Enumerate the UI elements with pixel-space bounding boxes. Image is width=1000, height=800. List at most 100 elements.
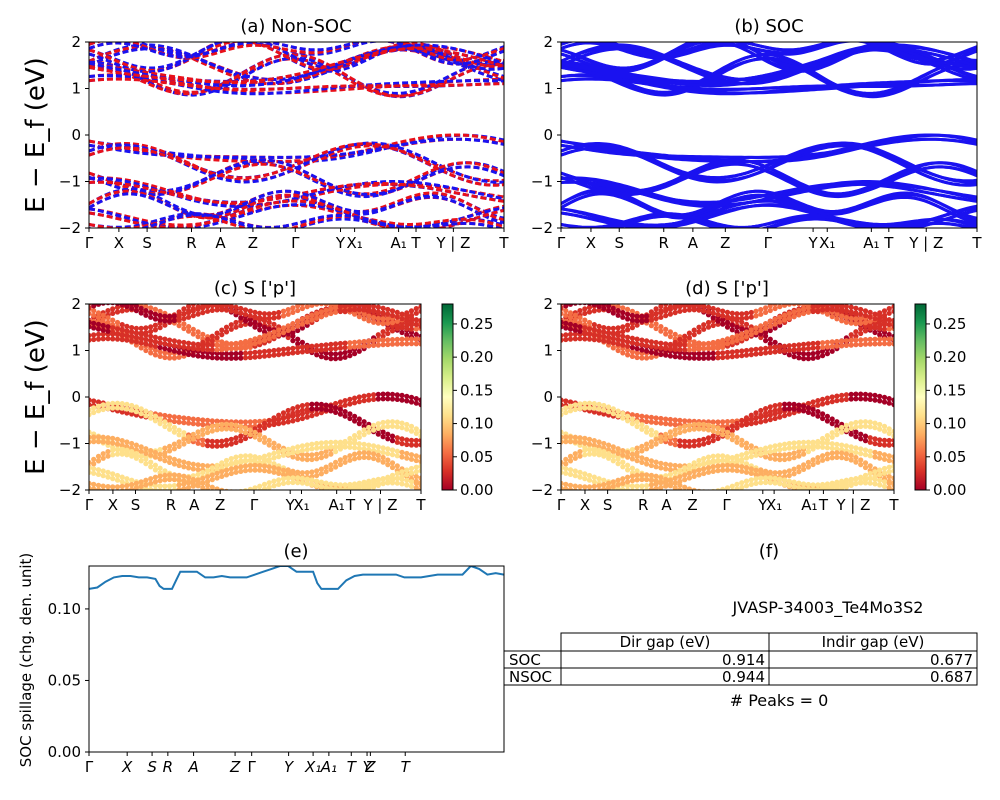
scatter-point xyxy=(782,348,788,354)
scatter-point xyxy=(706,494,711,499)
scatter-point xyxy=(333,405,339,411)
scatter-point xyxy=(223,304,230,309)
scatter-point xyxy=(743,450,750,456)
scatter-point xyxy=(573,296,578,301)
scatter-point xyxy=(772,443,778,449)
scatter-point xyxy=(352,339,358,345)
kpoint-label: A xyxy=(688,234,699,252)
scatter-point xyxy=(228,460,234,466)
scatter-point xyxy=(271,419,277,426)
scatter-point xyxy=(119,327,125,333)
scatter-point xyxy=(228,341,234,347)
scatter-point xyxy=(394,323,400,329)
scatter-point xyxy=(758,327,764,333)
scatter-point xyxy=(95,321,102,327)
scatter-point xyxy=(404,318,410,324)
scatter-point xyxy=(214,475,220,481)
scatter-point xyxy=(375,457,381,463)
scatter-point xyxy=(867,396,873,402)
scatter-point xyxy=(606,442,612,448)
scatter-point xyxy=(805,459,812,465)
scatter-point xyxy=(696,442,702,448)
scatter-point xyxy=(295,318,301,325)
scatter-point xyxy=(886,317,892,323)
scatter-point xyxy=(720,337,726,343)
panel-d-yticks: 210−1−2 xyxy=(531,295,561,499)
scatter-point xyxy=(648,482,655,488)
scatter-point xyxy=(110,435,116,441)
scatter-point xyxy=(138,453,144,459)
header-indir-gap: Indir gap (eV) xyxy=(822,633,925,651)
scatter-point xyxy=(328,306,334,312)
scatter-point xyxy=(586,477,593,483)
scatter-point xyxy=(295,327,301,334)
scatter-point xyxy=(715,453,721,459)
scatter-point xyxy=(309,317,315,323)
scatter-point xyxy=(105,308,111,314)
kpoint-label: T xyxy=(498,234,509,252)
scatter-point xyxy=(186,434,192,440)
scatter-point xyxy=(615,413,621,419)
scatter-point xyxy=(181,473,187,479)
scatter-point xyxy=(114,330,121,337)
scatter-point xyxy=(110,476,116,482)
scatter-point xyxy=(91,439,97,445)
scatter-point xyxy=(891,463,894,469)
scatter-point xyxy=(586,451,593,457)
scatter-point xyxy=(820,396,826,402)
scatter-point xyxy=(152,467,158,473)
scatter-point xyxy=(143,477,149,483)
scatter-point xyxy=(644,461,650,467)
scatter-point xyxy=(782,401,788,407)
scatter-point xyxy=(209,472,215,478)
scatter-point xyxy=(171,472,177,478)
scatter-point xyxy=(734,457,740,463)
scatter-point xyxy=(743,321,750,327)
scatter-point xyxy=(586,441,593,447)
scatter-point xyxy=(620,410,626,417)
scatter-point xyxy=(591,337,597,343)
scatter-point xyxy=(596,406,602,412)
kpoint-label: X xyxy=(580,496,590,514)
scatter-point xyxy=(691,355,697,361)
scatter-point xyxy=(801,346,807,352)
scatter-point xyxy=(361,338,367,345)
scatter-point xyxy=(777,470,783,476)
scatter-point xyxy=(181,311,187,317)
scatter-point xyxy=(601,411,607,417)
scatter-point xyxy=(110,329,116,335)
scatter-point xyxy=(219,469,225,475)
scatter-point xyxy=(261,315,268,321)
scatter-point xyxy=(591,405,597,411)
scatter-point xyxy=(143,456,149,462)
scatter-point xyxy=(858,480,864,486)
scatter-point xyxy=(280,308,287,314)
scatter-point xyxy=(610,458,616,464)
scatter-point xyxy=(729,322,735,328)
scatter-point xyxy=(705,309,712,315)
scatter-point xyxy=(587,296,592,301)
scatter-point xyxy=(634,468,640,474)
scatter-point xyxy=(323,464,329,470)
scatter-point xyxy=(162,412,168,419)
scatter-point xyxy=(886,442,892,448)
scatter-point xyxy=(663,431,669,437)
scatter-point xyxy=(233,345,239,351)
scatter-point xyxy=(171,483,177,489)
scatter-point xyxy=(601,338,607,344)
scatter-point xyxy=(877,450,883,457)
scatter-point xyxy=(791,450,797,456)
scatter-point xyxy=(309,413,315,419)
scatter-point xyxy=(805,405,812,411)
scatter-point xyxy=(181,350,187,356)
scatter-point xyxy=(337,308,343,314)
scatter-point xyxy=(696,355,702,361)
scatter-point xyxy=(572,312,578,318)
scatter-point xyxy=(815,459,821,465)
scatter-point xyxy=(394,476,400,482)
band-line xyxy=(89,213,504,228)
scatter-point xyxy=(261,486,268,490)
scatter-point xyxy=(843,482,850,488)
scatter-point xyxy=(404,450,410,457)
